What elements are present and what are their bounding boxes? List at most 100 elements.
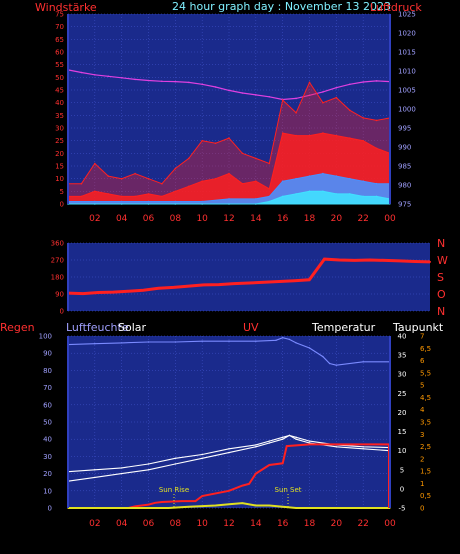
data-point bbox=[335, 175, 338, 177]
data-point bbox=[147, 177, 150, 180]
data-point bbox=[308, 81, 311, 84]
data-point bbox=[335, 193, 338, 195]
data-point bbox=[255, 504, 257, 507]
data-point bbox=[278, 280, 281, 283]
data-point bbox=[295, 134, 297, 137]
data-point bbox=[375, 147, 378, 150]
temperature-tick-label: 30 bbox=[398, 371, 407, 379]
pressure-label: Luftdruck bbox=[370, 1, 422, 14]
y-right-tick-label: 985 bbox=[398, 163, 411, 171]
data-point bbox=[322, 355, 324, 358]
data-point bbox=[201, 457, 203, 459]
y-left-tick-label: 45 bbox=[55, 87, 64, 95]
data-point bbox=[282, 438, 284, 440]
data-point bbox=[349, 109, 351, 112]
data-point bbox=[308, 190, 311, 193]
humidity-tick-label: 0 bbox=[48, 505, 52, 513]
data-point bbox=[328, 362, 331, 365]
data-point bbox=[349, 83, 351, 86]
data-point bbox=[241, 182, 244, 185]
x-tick-label: 18 bbox=[304, 214, 316, 224]
temperature-tick-label: 35 bbox=[398, 352, 407, 360]
data-point bbox=[362, 117, 365, 119]
y-right-tick-label: 995 bbox=[398, 125, 411, 133]
data-point bbox=[181, 500, 183, 502]
data-point bbox=[288, 434, 291, 437]
temperature-tick-label: 25 bbox=[398, 390, 407, 398]
x-tick-label: 14 bbox=[250, 519, 262, 529]
data-point bbox=[134, 78, 136, 81]
y-right-tick-label: 1025 bbox=[398, 11, 416, 19]
data-point bbox=[147, 469, 150, 471]
data-point bbox=[429, 260, 431, 263]
data-point bbox=[268, 188, 271, 190]
data-point bbox=[338, 259, 341, 261]
x-tick-label: 14 bbox=[250, 214, 262, 224]
data-point bbox=[268, 96, 271, 98]
uv-label: UV bbox=[243, 321, 259, 334]
data-point bbox=[362, 446, 364, 448]
data-point bbox=[362, 180, 365, 182]
data-point bbox=[214, 142, 217, 144]
temperature-tick-label: 15 bbox=[398, 428, 407, 436]
data-point bbox=[214, 177, 217, 180]
data-point bbox=[241, 502, 244, 504]
data-point bbox=[187, 285, 190, 288]
temperature-tick-label: 5 bbox=[400, 466, 404, 474]
data-point bbox=[228, 89, 230, 92]
data-point bbox=[335, 446, 337, 448]
data-point bbox=[161, 501, 163, 503]
data-point bbox=[201, 340, 203, 342]
x-tick-label: 22 bbox=[357, 519, 368, 529]
temperature-tick-label: 0 bbox=[400, 485, 404, 493]
data-point bbox=[147, 193, 150, 195]
data-point bbox=[368, 259, 371, 261]
data-point bbox=[134, 172, 136, 175]
data-point bbox=[94, 476, 96, 479]
data-point bbox=[174, 463, 176, 465]
data-point bbox=[228, 448, 230, 450]
direction-tick-label: 0 bbox=[60, 308, 64, 316]
data-point bbox=[375, 195, 378, 198]
data-point bbox=[161, 182, 163, 185]
data-point bbox=[120, 177, 123, 180]
data-point bbox=[288, 338, 291, 341]
y-left-tick-label: 20 bbox=[55, 150, 64, 158]
data-point bbox=[282, 337, 284, 339]
data-point bbox=[121, 467, 123, 469]
data-point bbox=[174, 200, 177, 203]
data-point bbox=[308, 278, 311, 281]
data-point bbox=[147, 79, 150, 82]
data-point bbox=[295, 177, 297, 180]
data-point bbox=[383, 259, 386, 262]
sun-annotation: Sun Set bbox=[275, 486, 302, 494]
data-point bbox=[232, 282, 235, 285]
temperature-tick-label: 20 bbox=[398, 409, 407, 417]
data-point bbox=[335, 443, 337, 446]
data-point bbox=[80, 71, 83, 74]
data-point bbox=[94, 203, 96, 205]
humidity-label: Luftfeuchte bbox=[66, 321, 129, 334]
compass-letter: O bbox=[437, 288, 446, 301]
data-point bbox=[281, 180, 284, 182]
data-point bbox=[322, 190, 324, 193]
data-point bbox=[201, 495, 203, 497]
data-point bbox=[147, 503, 150, 506]
data-point bbox=[194, 500, 197, 502]
data-point bbox=[362, 139, 365, 142]
data-point bbox=[228, 503, 230, 505]
data-point bbox=[335, 96, 338, 99]
data-point bbox=[82, 292, 85, 295]
data-point bbox=[281, 132, 284, 134]
data-point bbox=[248, 483, 250, 485]
x-tick-label: 02 bbox=[89, 519, 100, 529]
data-point bbox=[248, 282, 250, 284]
humidity-tick-label: 20 bbox=[43, 470, 52, 478]
data-point bbox=[295, 436, 297, 438]
data-point bbox=[268, 200, 271, 203]
data-point bbox=[142, 289, 145, 292]
data-point bbox=[255, 157, 257, 160]
data-point bbox=[161, 195, 163, 198]
data-point bbox=[201, 200, 203, 203]
data-point bbox=[349, 193, 351, 195]
